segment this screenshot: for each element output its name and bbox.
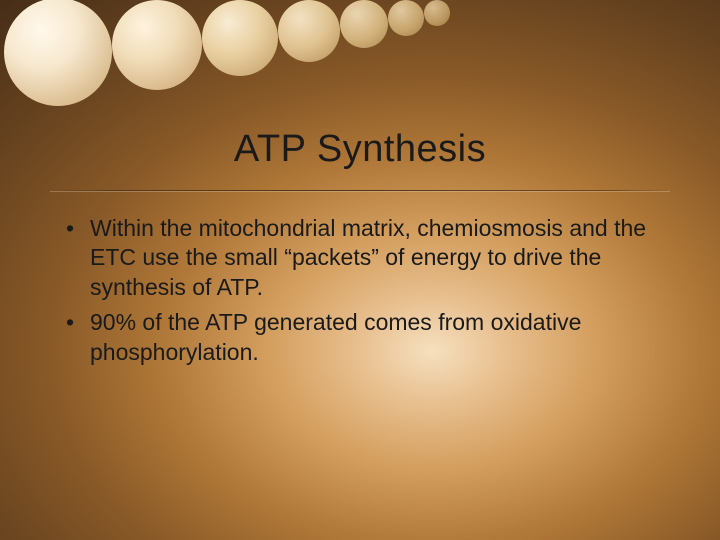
- circle-icon: [340, 0, 388, 48]
- bullet-item: 90% of the ATP generated comes from oxid…: [62, 308, 662, 367]
- title-divider: [50, 190, 670, 191]
- circle-icon: [112, 0, 202, 90]
- slide-title: ATP Synthesis: [0, 128, 720, 171]
- circle-icon: [424, 0, 450, 26]
- circle-icon: [4, 0, 112, 106]
- circle-icon: [388, 0, 424, 36]
- circle-icon: [202, 0, 278, 76]
- bullet-item: Within the mitochondrial matrix, chemios…: [62, 214, 662, 302]
- circle-icon: [278, 0, 340, 62]
- slide-body: Within the mitochondrial matrix, chemios…: [62, 214, 662, 373]
- decorative-circles: [0, 0, 720, 120]
